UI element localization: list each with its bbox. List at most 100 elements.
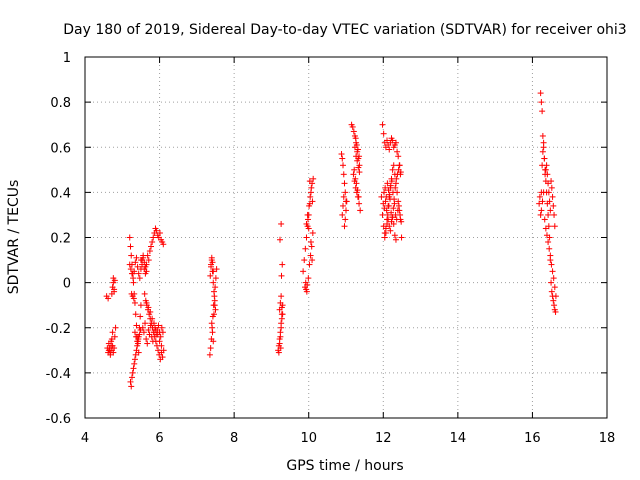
data-point	[149, 315, 156, 322]
data-point	[210, 279, 217, 286]
data-point	[143, 299, 150, 306]
data-point	[303, 288, 310, 295]
data-point	[340, 171, 347, 178]
y-tick-label: 0.6	[50, 141, 71, 156]
data-point	[144, 340, 151, 347]
data-point	[551, 302, 558, 309]
data-point	[546, 198, 553, 205]
data-point	[356, 153, 363, 160]
data-point	[207, 272, 214, 279]
data-point	[277, 345, 284, 352]
data-point	[137, 302, 144, 309]
data-point	[131, 360, 138, 367]
data-point	[339, 211, 346, 218]
data-point	[551, 223, 558, 230]
data-point	[389, 214, 396, 221]
data-point	[386, 146, 393, 153]
data-point	[392, 236, 399, 243]
data-point	[539, 148, 546, 155]
data-point	[127, 243, 134, 250]
data-point	[540, 189, 547, 196]
data-point	[340, 202, 347, 209]
data-point	[108, 338, 115, 345]
data-point	[209, 259, 216, 266]
data-point	[387, 182, 394, 189]
data-point	[279, 261, 286, 268]
data-point	[356, 169, 363, 176]
data-point	[142, 270, 149, 277]
data-point	[352, 135, 359, 142]
data-point	[127, 266, 134, 273]
data-point	[349, 123, 356, 130]
data-point	[548, 288, 555, 295]
x-tick-label: 16	[524, 431, 541, 446]
data-point	[213, 266, 220, 273]
data-point	[112, 324, 119, 331]
x-tick-labels: 4 6 8 10 12 14 16 18	[81, 431, 615, 446]
data-point	[310, 175, 317, 182]
y-tick-label: -0.4	[46, 367, 71, 382]
data-point	[548, 261, 555, 268]
data-point	[544, 171, 551, 178]
data-point	[206, 351, 213, 358]
data-point	[160, 347, 167, 354]
data-point	[211, 311, 218, 318]
data-point	[354, 157, 361, 164]
x-tick-label: 18	[599, 431, 616, 446]
data-point	[127, 378, 134, 385]
data-point	[387, 227, 394, 234]
data-point	[105, 295, 112, 302]
data-point	[156, 338, 163, 345]
data-point	[391, 232, 398, 239]
data-point	[145, 327, 152, 334]
data-points	[103, 90, 559, 390]
data-point	[306, 202, 313, 209]
data-point	[108, 290, 115, 297]
data-point	[133, 254, 140, 261]
data-point	[383, 207, 390, 214]
data-point	[306, 261, 313, 268]
data-point	[392, 184, 399, 191]
data-point	[541, 155, 548, 162]
data-point	[154, 331, 161, 338]
y-tick-label: 0.4	[50, 186, 71, 201]
grid	[85, 57, 607, 418]
data-point	[540, 139, 547, 146]
data-point	[211, 288, 218, 295]
data-point	[550, 275, 557, 282]
x-tick-label: 12	[375, 431, 392, 446]
data-point	[384, 180, 391, 187]
data-point	[355, 193, 362, 200]
data-point	[309, 198, 316, 205]
data-point	[382, 198, 389, 205]
y-tick-label: -0.2	[46, 322, 71, 337]
data-point	[144, 252, 151, 259]
data-point	[340, 193, 347, 200]
data-point	[212, 306, 219, 313]
data-point	[303, 220, 310, 227]
data-point	[137, 313, 144, 320]
data-point	[356, 200, 363, 207]
data-point	[277, 299, 284, 306]
data-point	[395, 153, 402, 160]
data-point	[385, 187, 392, 194]
data-point	[212, 284, 219, 291]
data-point	[300, 268, 307, 275]
data-point	[550, 297, 557, 304]
data-point	[545, 211, 552, 218]
data-point	[278, 272, 285, 279]
data-point	[352, 175, 359, 182]
y-tick-label: 0	[63, 277, 71, 292]
data-point	[149, 239, 156, 246]
data-point	[303, 234, 310, 241]
data-point	[209, 329, 216, 336]
data-point	[278, 324, 285, 331]
data-point	[543, 232, 550, 239]
data-point	[547, 207, 554, 214]
data-point	[212, 275, 219, 282]
data-point	[142, 320, 149, 327]
data-point	[279, 311, 286, 318]
data-point	[126, 234, 133, 241]
data-point	[147, 243, 154, 250]
